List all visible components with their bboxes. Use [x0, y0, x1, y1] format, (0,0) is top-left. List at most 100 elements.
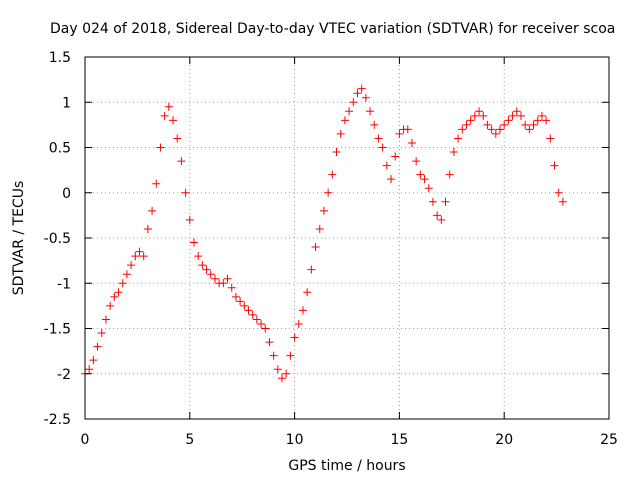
- data-point: [135, 247, 144, 256]
- data-point: [466, 116, 475, 125]
- data-point: [428, 197, 437, 206]
- data-point: [118, 279, 127, 288]
- data-point: [479, 111, 488, 120]
- data-point: [223, 274, 232, 283]
- data-point: [177, 157, 186, 166]
- data-point: [558, 197, 567, 206]
- data-point: [441, 197, 450, 206]
- data-point: [143, 224, 152, 233]
- data-point: [286, 351, 295, 360]
- data-point: [319, 206, 328, 215]
- data-point: [273, 365, 282, 374]
- y-axis-title: SDTVAR / TECUs: [11, 181, 27, 296]
- data-point: [202, 265, 211, 274]
- data-point: [542, 116, 551, 125]
- data-point: [189, 238, 198, 247]
- x-tick-label: 20: [495, 432, 513, 448]
- data-point: [496, 125, 505, 134]
- data-point: [294, 319, 303, 328]
- data-point: [210, 274, 219, 283]
- data-point: [516, 111, 525, 120]
- y-tick-label: 0.5: [49, 141, 71, 157]
- data-point: [504, 116, 513, 125]
- data-point: [240, 301, 249, 310]
- x-tick-label: 25: [600, 432, 618, 448]
- data-point: [462, 120, 471, 129]
- x-tick-label: 15: [390, 432, 408, 448]
- data-point: [391, 152, 400, 161]
- data-point: [487, 125, 496, 134]
- data-point: [160, 111, 169, 120]
- data-point: [533, 116, 542, 125]
- data-point: [311, 243, 320, 252]
- data-point: [185, 215, 194, 224]
- data-point: [475, 107, 484, 116]
- data-point: [198, 261, 207, 270]
- data-point: [445, 170, 454, 179]
- axis-ticks: [84, 56, 610, 420]
- data-point: [357, 84, 366, 93]
- y-tick-label: -1.5: [44, 322, 71, 338]
- data-point: [366, 107, 375, 116]
- data-point: [324, 188, 333, 197]
- data-point: [525, 125, 534, 134]
- grid: [85, 57, 609, 419]
- data-point: [537, 111, 546, 120]
- data-point: [227, 283, 236, 292]
- tick-labels: 0 5 10 15 20 25 -2.5 -2 -1.5 -1 -0.5 0 0.5 1 1.5: [44, 50, 618, 448]
- data-point: [378, 143, 387, 152]
- data-points: [81, 84, 567, 383]
- data-point: [370, 120, 379, 129]
- data-point: [127, 261, 136, 270]
- data-point: [483, 120, 492, 129]
- data-point: [407, 138, 416, 147]
- data-point: [550, 161, 559, 170]
- data-point: [131, 252, 140, 261]
- data-point: [353, 89, 362, 98]
- data-point: [265, 338, 274, 347]
- data-point: [420, 175, 429, 184]
- data-point: [282, 369, 291, 378]
- data-point: [433, 211, 442, 220]
- data-point: [298, 306, 307, 315]
- data-point: [101, 315, 110, 324]
- data-point: [307, 265, 316, 274]
- data-point: [181, 188, 190, 197]
- x-axis-title: GPS time / hours: [288, 458, 405, 474]
- data-point: [374, 134, 383, 143]
- x-tick-label: 5: [185, 432, 194, 448]
- data-point: [412, 157, 421, 166]
- data-point: [529, 120, 538, 129]
- data-point: [110, 292, 119, 301]
- y-tick-label: -0.5: [44, 231, 71, 247]
- data-point: [106, 301, 115, 310]
- data-point: [491, 129, 500, 138]
- data-point: [332, 148, 341, 157]
- data-point: [261, 324, 270, 333]
- data-point: [148, 206, 157, 215]
- data-point: [156, 143, 165, 152]
- data-point: [387, 175, 396, 184]
- y-tick-label: -2: [57, 367, 71, 383]
- data-point: [139, 252, 148, 261]
- data-point: [219, 279, 228, 288]
- x-tick-label: 10: [286, 432, 304, 448]
- y-tick-label: 1: [62, 95, 71, 111]
- chart-title: Day 024 of 2018, Sidereal Day-to-day VTE…: [50, 21, 615, 37]
- x-tick-label: 0: [81, 432, 90, 448]
- data-point: [122, 270, 131, 279]
- data-point: [449, 148, 458, 157]
- data-point: [554, 188, 563, 197]
- data-point: [194, 252, 203, 261]
- data-point: [336, 129, 345, 138]
- data-point: [85, 365, 94, 374]
- data-point: [206, 270, 215, 279]
- data-point: [546, 134, 555, 143]
- data-point: [236, 297, 245, 306]
- data-point: [437, 215, 446, 224]
- data-point: [257, 319, 266, 328]
- data-point: [290, 333, 299, 342]
- data-point: [470, 111, 479, 120]
- data-point: [454, 134, 463, 143]
